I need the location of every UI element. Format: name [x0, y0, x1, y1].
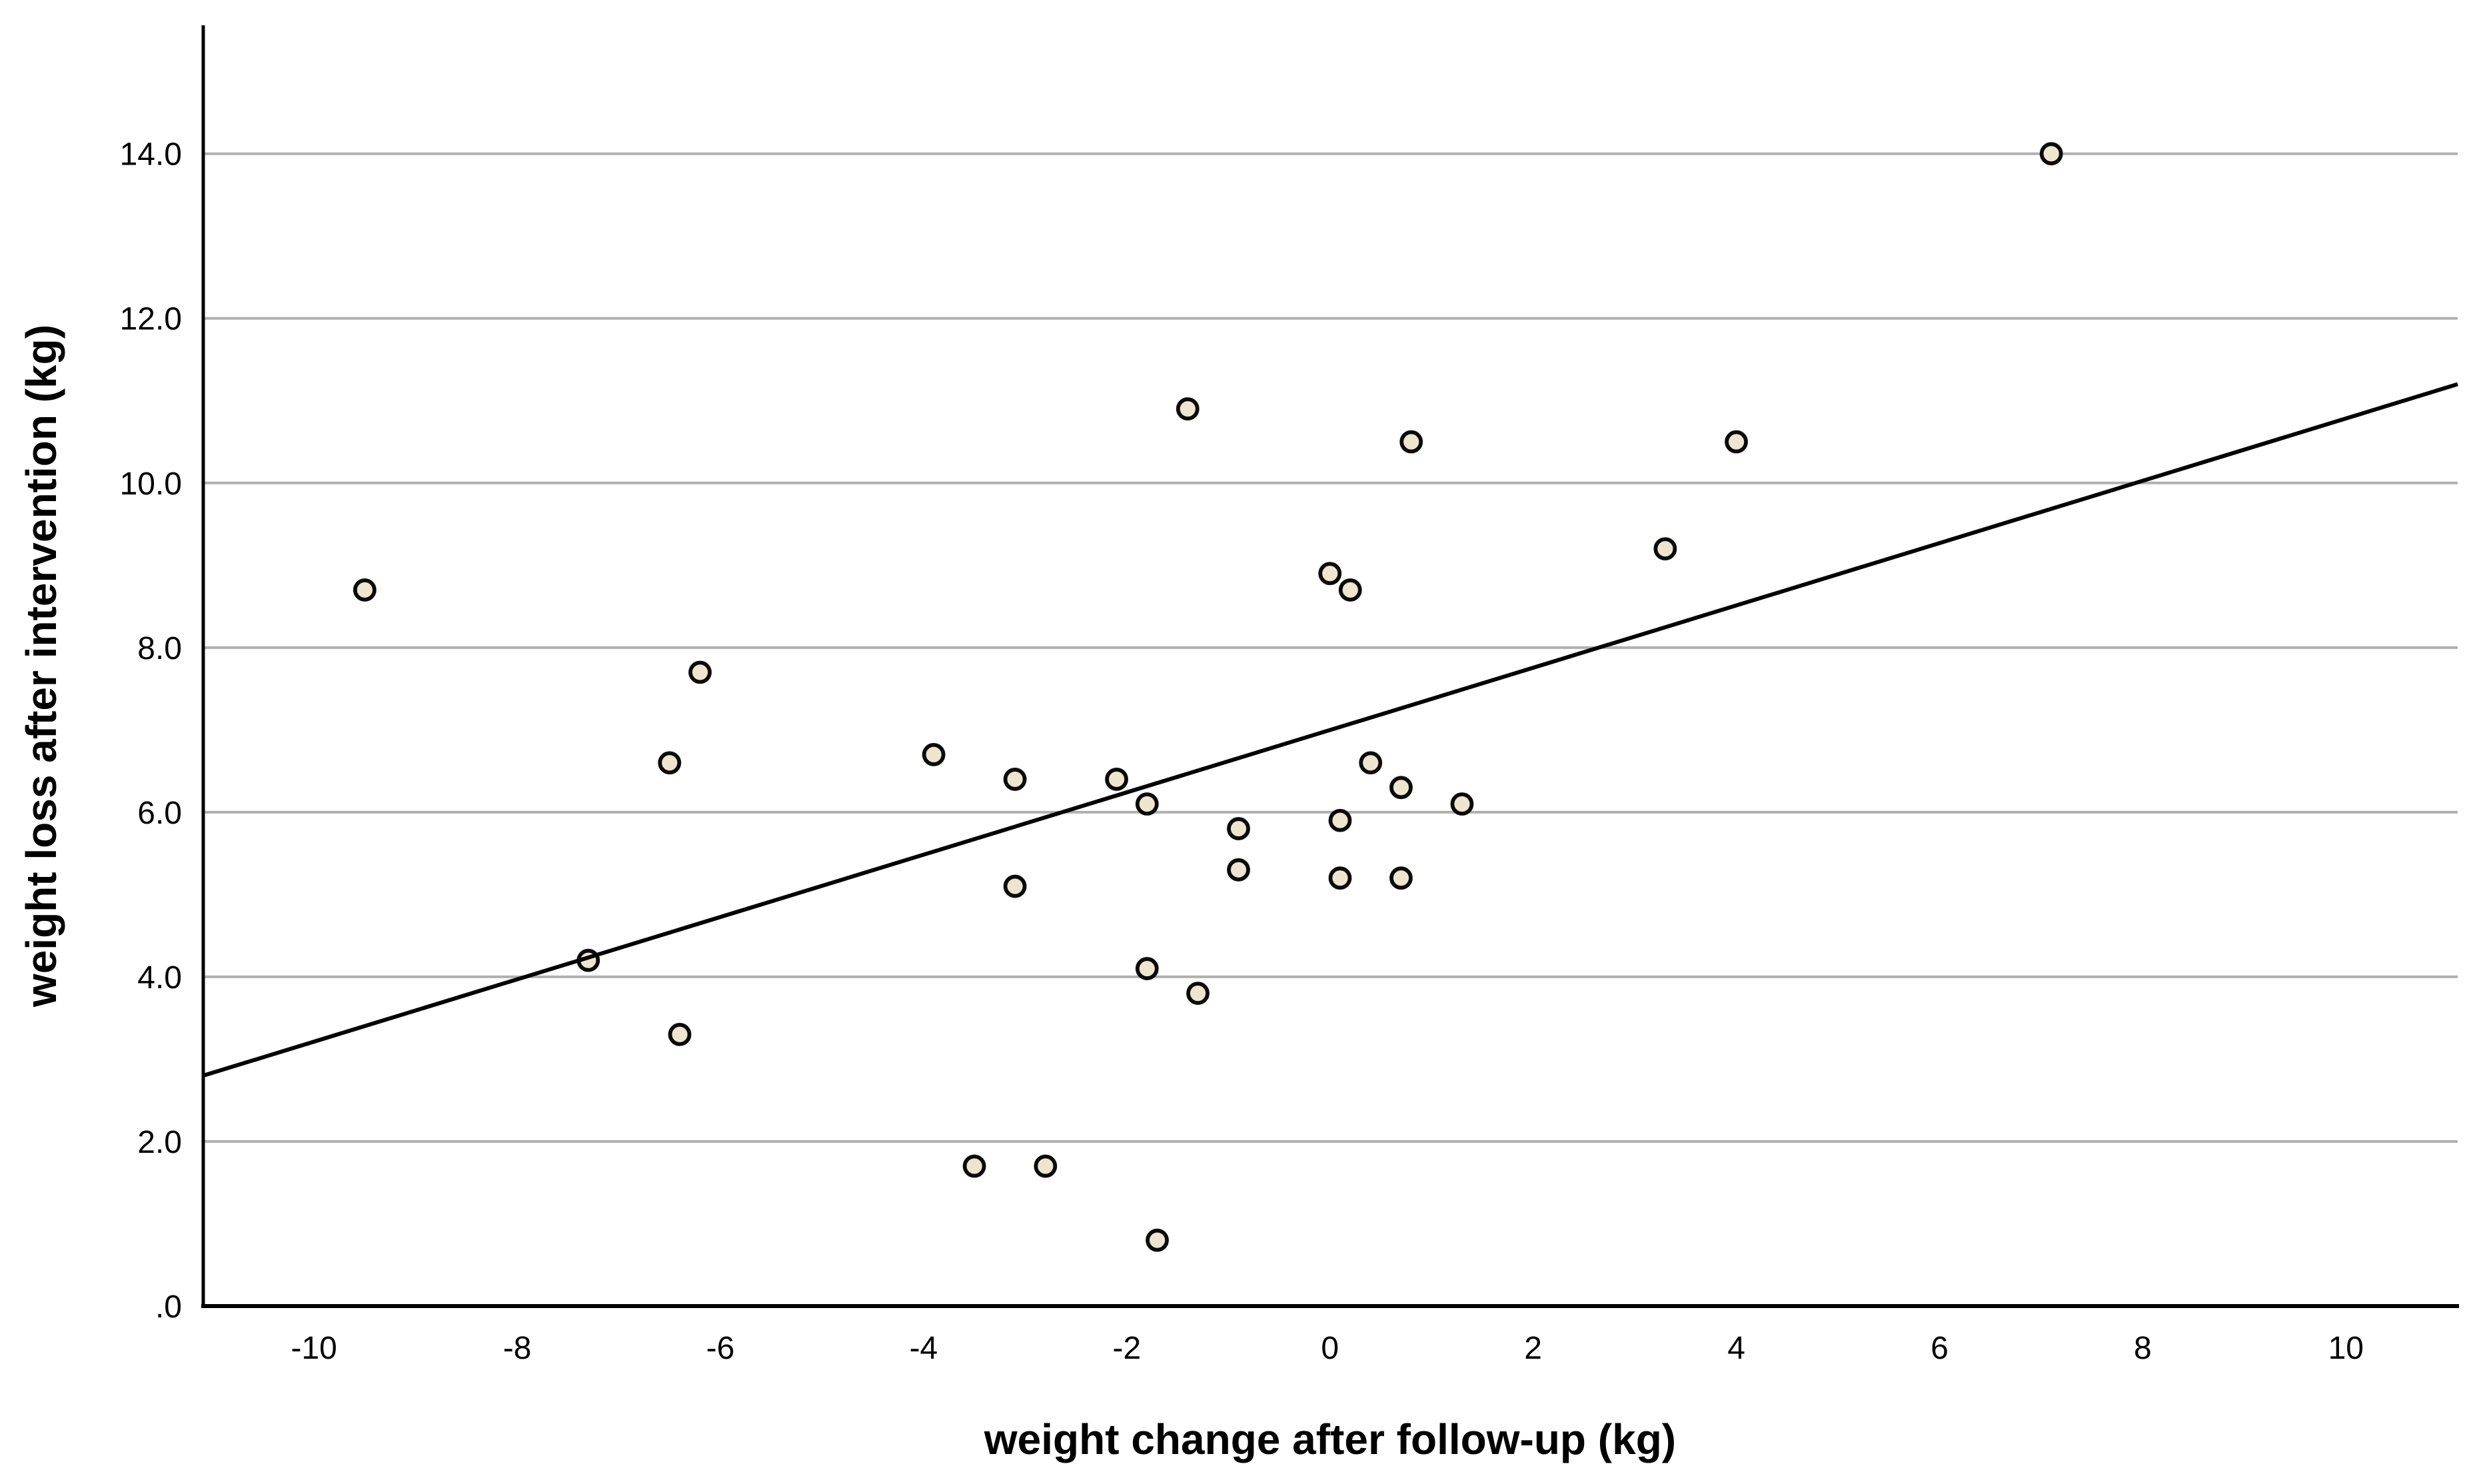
x-tick-label: 0 [1321, 1331, 1339, 1366]
data-point [922, 743, 946, 766]
data-point [1725, 430, 1748, 454]
y-axis-title: weight loss after intervention (kg) [17, 324, 65, 1008]
y-tick-label: .0 [155, 1289, 182, 1325]
x-tick-label: 6 [1931, 1331, 1949, 1366]
data-point [1338, 578, 1362, 602]
x-tick-label: -10 [291, 1331, 337, 1366]
data-point [1135, 957, 1159, 980]
data-point [1176, 397, 1200, 421]
data-point [1146, 1228, 1169, 1252]
data-point [1653, 537, 1677, 560]
x-tick-label: -8 [503, 1331, 532, 1366]
y-tick-label: 4.0 [137, 960, 182, 996]
y-tick-label: 14.0 [120, 137, 182, 173]
x-tick-label: -6 [706, 1331, 735, 1366]
data-point [1034, 1154, 1058, 1178]
x-tick-label: -4 [910, 1331, 938, 1366]
data-point [688, 660, 712, 684]
data-point [1328, 808, 1352, 832]
data-point [668, 1022, 692, 1046]
data-point [962, 1154, 986, 1178]
x-tick-label: -2 [1112, 1331, 1141, 1366]
data-point [1318, 562, 1342, 586]
data-point [1328, 866, 1352, 890]
trendline [203, 382, 2458, 1078]
data-point [1389, 776, 1413, 800]
x-tick-label: 8 [2134, 1331, 2152, 1366]
data-point [1389, 866, 1413, 890]
x-tick-label: 4 [1727, 1331, 1745, 1366]
data-point [2039, 142, 2063, 166]
x-tick-label: 2 [1524, 1331, 1542, 1366]
data-point [1359, 751, 1383, 775]
y-tick-label: 6.0 [137, 796, 182, 831]
y-tick-label: 10.0 [120, 466, 182, 502]
y-tick-label: 8.0 [137, 631, 182, 666]
x-tick-label: 10 [2328, 1331, 2364, 1366]
data-point [1003, 768, 1027, 791]
data-point [1227, 817, 1250, 840]
data-point [1450, 792, 1474, 816]
y-tick-label: 2.0 [137, 1125, 182, 1160]
data-point [1227, 858, 1250, 882]
data-point [1186, 982, 1210, 1006]
data-point [353, 578, 377, 602]
data-point [1003, 874, 1027, 898]
x-axis-title: weight change after follow-up (kg) [984, 1415, 1677, 1463]
y-tick-label: 12.0 [120, 302, 182, 337]
data-point [1135, 792, 1159, 816]
data-point [1105, 768, 1128, 791]
data-point [658, 751, 682, 775]
data-point [1399, 430, 1423, 454]
